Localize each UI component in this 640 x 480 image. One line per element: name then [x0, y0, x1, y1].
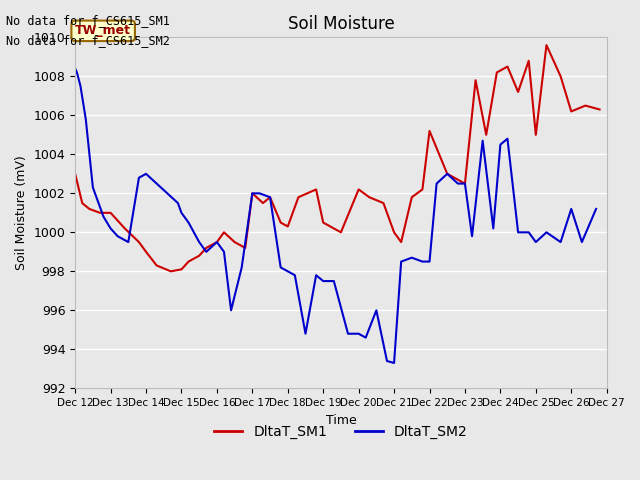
Text: No data for f_CS615_SM2: No data for f_CS615_SM2 — [6, 34, 170, 47]
X-axis label: Time: Time — [326, 414, 356, 427]
Y-axis label: Soil Moisture (mV): Soil Moisture (mV) — [15, 156, 28, 270]
Title: Soil Moisture: Soil Moisture — [287, 15, 394, 33]
Legend: DltaT_SM1, DltaT_SM2: DltaT_SM1, DltaT_SM2 — [209, 420, 473, 444]
Text: No data for f_CS615_SM1: No data for f_CS615_SM1 — [6, 14, 170, 27]
Text: TW_met: TW_met — [75, 24, 131, 37]
